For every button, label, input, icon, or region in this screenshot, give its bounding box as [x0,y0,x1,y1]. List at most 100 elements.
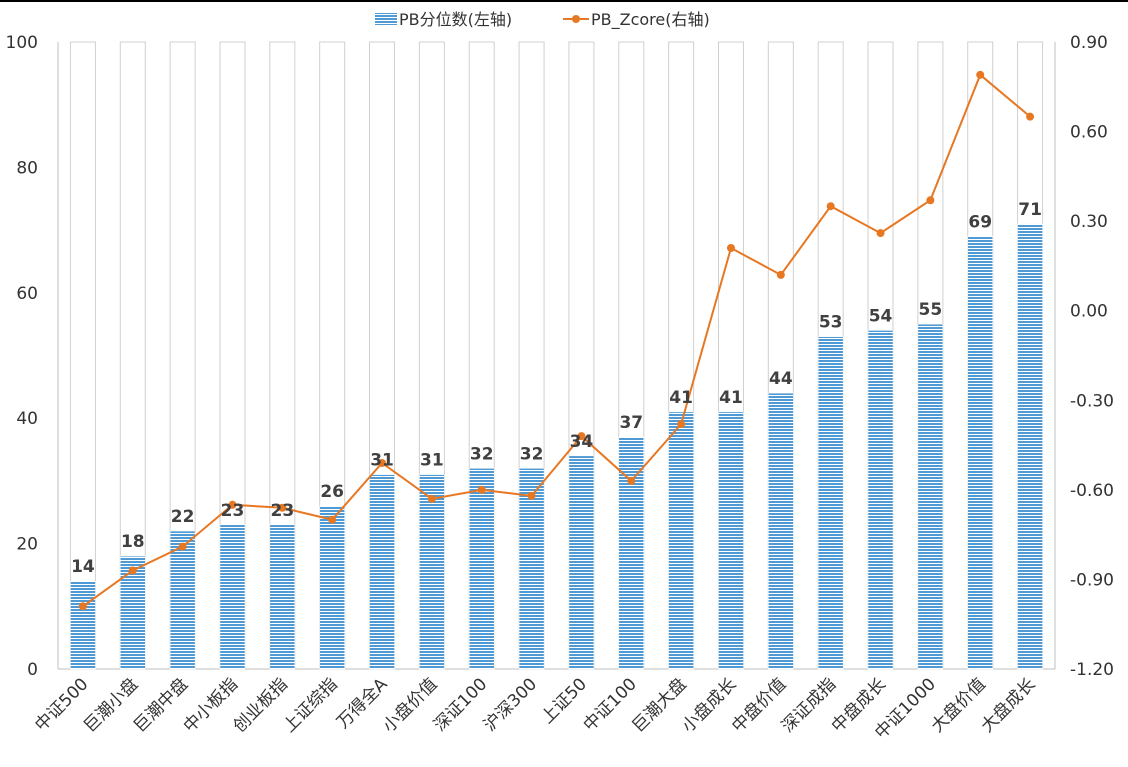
bar-data-label: 41 [669,388,693,408]
zscore-marker [427,494,436,503]
bar-data-label: 14 [71,557,95,577]
bar [817,336,844,670]
bar-data-label: 69 [968,212,992,232]
zscore-marker [776,270,785,279]
bar-data-label: 41 [719,388,743,408]
zscore-marker [477,485,486,494]
line-series [78,70,1035,611]
left-tick-label: 40 [16,409,38,429]
right-tick-label: 0.30 [1070,212,1108,232]
bar-data-label: 34 [570,432,594,452]
legend-bar-label: PB分位数(左轴) [399,10,512,29]
bar-data-label: 22 [171,507,195,527]
right-tick-label: -0.60 [1070,481,1114,501]
bar-data-label: 31 [370,451,394,471]
zscore-line [82,73,1031,608]
zscore-marker [577,432,586,441]
bar-background [69,41,96,670]
bar-data-label: 71 [1018,200,1042,220]
zscore-marker [527,491,536,500]
bar-data-label: 54 [869,306,893,326]
left-tick-label: 100 [6,33,38,53]
bar-data-label: 37 [619,413,643,433]
zscore-marker [128,566,137,575]
bar-data-label: 23 [221,501,245,521]
right-tick-label: -0.30 [1070,391,1114,411]
bar [568,455,595,670]
bar [718,411,744,670]
category-labels: 中证500巨潮小盘巨潮中盘中小板指创业板指上证综指万得全A小盘价值深证100沪深… [31,674,1039,743]
category-label: 沪深300 [480,674,541,735]
bar [1017,223,1043,670]
zscore-marker [328,515,337,524]
data-labels: 14 18 22 23 23 26 31 31 32 32 34 37 41 41 44 53 54 55 69 71 [71,200,1042,577]
bar [369,474,395,670]
legend-line-label: PB_Zcore(右轴) [591,10,710,30]
right-tick-label: 0.00 [1070,302,1108,322]
bar [120,555,146,670]
category-label: 上证综指 [279,674,341,736]
bar [319,505,345,670]
bar [917,323,944,670]
axes [57,42,1056,670]
bar [269,524,296,670]
zscore-marker [926,196,935,205]
bar [867,330,894,670]
bar [169,530,196,670]
legend: PB分位数(左轴) PB_Zcore(右轴) [375,10,710,30]
category-label: 巨潮中盘 [130,674,192,736]
zscore-marker [826,202,835,211]
bar [967,236,993,670]
left-tick-label: 80 [16,158,38,178]
bar [219,524,246,670]
category-label: 小盘成长 [678,674,740,736]
category-label: 深证成指 [778,674,840,736]
right-axis-ticks: -1.20 -0.90 -0.60 -0.30 0.00 0.30 0.60 0.90 [1070,33,1114,680]
zscore-marker [228,500,237,509]
legend-bar-swatch [375,13,397,25]
zscore-marker [876,229,885,238]
bar-data-label: 44 [769,369,793,389]
right-tick-label: 0.90 [1070,33,1108,53]
bar [768,392,794,670]
category-label: 小盘价值 [379,674,441,736]
left-axis-ticks: 0 20 40 60 80 100 [6,33,38,680]
category-label: 大盘价值 [928,674,990,736]
zscore-marker [1026,112,1035,121]
bar [518,468,545,670]
right-tick-label: -1.20 [1070,660,1114,680]
bar-data-label: 23 [270,501,294,521]
category-label: 中盘价值 [728,674,790,736]
bar-series [70,223,1043,670]
zscore-marker [178,542,187,551]
right-tick-label: 0.60 [1070,123,1108,143]
category-label: 大盘成长 [977,674,1039,736]
category-label: 巨潮大盘 [628,674,690,736]
bar-data-label: 32 [520,444,544,464]
bar [618,436,645,670]
left-tick-label: 60 [16,284,38,304]
zscore-marker [726,244,735,253]
zscore-marker [627,476,636,485]
bar-data-label: 26 [320,482,344,502]
category-label: 创业板指 [230,674,292,736]
bar-data-label: 32 [470,444,494,464]
category-label: 巨潮小盘 [80,674,142,736]
bar [468,468,495,670]
bar-backgrounds [69,41,1044,670]
bar-data-label: 55 [919,300,943,320]
category-label: 中小板指 [180,674,242,736]
zscore-marker [278,503,287,512]
zscore-marker [78,602,87,611]
bar-data-label: 53 [819,313,843,333]
zscore-marker [378,458,387,467]
left-tick-label: 20 [16,535,38,555]
zscore-marker [677,420,686,429]
left-tick-label: 0 [27,660,38,680]
right-tick-label: -0.90 [1070,570,1114,590]
legend-line-marker [572,15,580,23]
bar-data-label: 31 [420,451,444,471]
bar [419,474,445,670]
